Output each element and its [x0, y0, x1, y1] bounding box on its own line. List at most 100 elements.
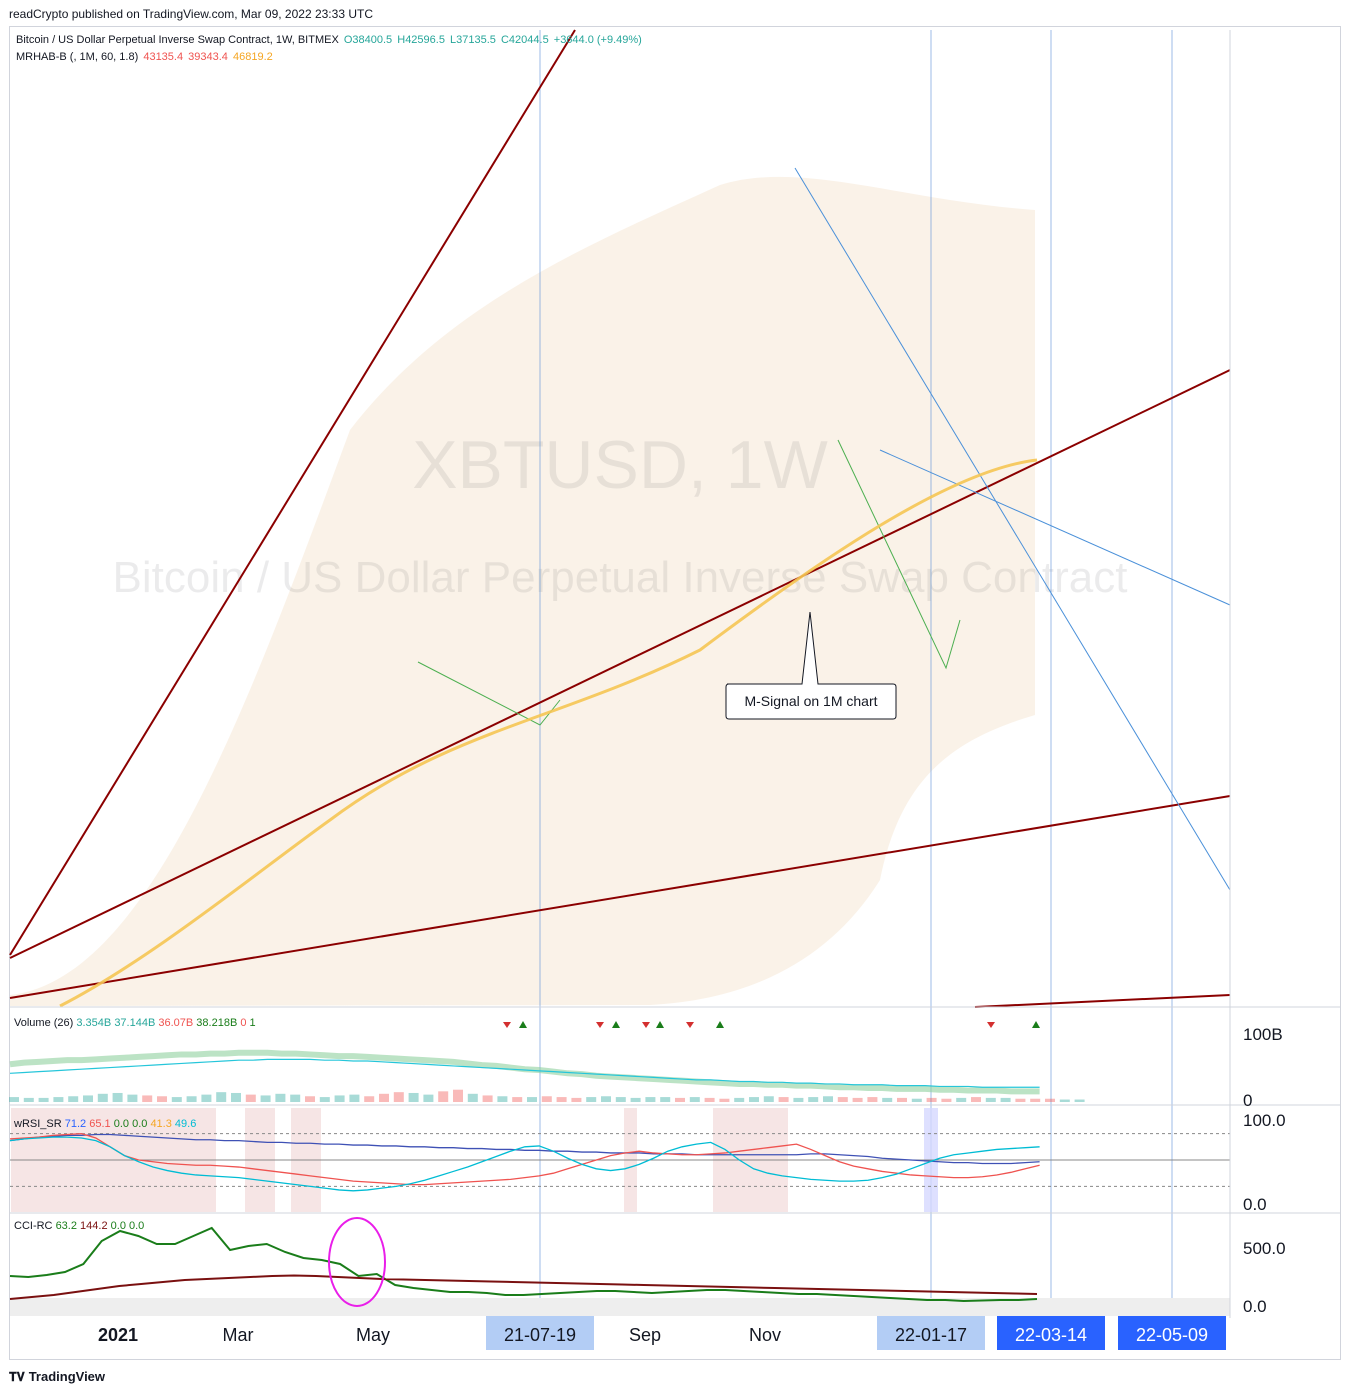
volume-bar	[956, 1097, 967, 1102]
volume-bar	[379, 1093, 389, 1102]
indicator-value-2: 39343.4	[188, 51, 228, 63]
indicator-value-3: 46819.2	[232, 51, 273, 63]
volume-value-1: 3.354B	[76, 1017, 112, 1029]
moving-average-line	[59, 458, 1038, 1008]
signal-arrow	[503, 1022, 511, 1028]
volume-bar	[467, 1093, 478, 1102]
volume-bar	[882, 1097, 893, 1102]
date-label-bg	[486, 1316, 594, 1350]
cci-name: CCI-RC	[14, 1220, 53, 1232]
volume-bar	[201, 1094, 212, 1102]
volume-value-3: 36.07B	[158, 1017, 194, 1029]
volume-bar	[837, 1097, 848, 1102]
volume-bar	[38, 1097, 49, 1102]
volume-bar	[349, 1094, 360, 1102]
time-axis[interactable]: 2021 Mar May 21-07-19 Sep Nov 22-01-17 22-03-14…	[98, 1316, 1226, 1350]
cci-baseline-band	[10, 1298, 1230, 1316]
envelope-band	[10, 176, 1035, 1006]
trendline	[9, 369, 1231, 959]
volume-bar	[157, 1096, 167, 1102]
volume-header: Volume (26) 3.354B 37.144B 36.07B 38.218…	[14, 1017, 256, 1029]
ohlc-change: +3644.0 (+9.49%)	[553, 34, 642, 46]
watermark-name: Bitcoin / US Dollar Perpetual Inverse Sw…	[113, 553, 1128, 602]
volume-bar	[453, 1089, 463, 1102]
signal-arrow	[596, 1022, 604, 1028]
highlight-circle	[328, 1217, 386, 1307]
symbol-title: Bitcoin / US Dollar Perpetual Inverse Sw…	[16, 34, 339, 46]
volume-bar	[571, 1097, 582, 1102]
volume-bar	[675, 1097, 685, 1102]
volume-bar	[852, 1097, 863, 1102]
rsi-value-6: 49.6	[174, 1118, 197, 1130]
volume-bar	[1015, 1098, 1026, 1102]
brand[interactable]: 𝐓𝐕 TradingView	[9, 1369, 105, 1385]
signal-arrow	[642, 1022, 650, 1028]
volume-bar	[719, 1098, 730, 1102]
volume-bar	[734, 1097, 745, 1102]
cci-value-4: 0.0	[129, 1220, 145, 1232]
time-tick-label: 21-07-19	[504, 1325, 576, 1345]
indicator-value-1: 43135.4	[143, 51, 184, 63]
volume-bar	[305, 1096, 315, 1102]
volume-bar	[9, 1097, 19, 1102]
volume-bar	[423, 1094, 434, 1102]
indicator-name: MRHAB-B (, 1M, 60, 1.8)	[16, 51, 139, 63]
volume-ma-line	[9, 1058, 1040, 1088]
cci-value-3: 0.0	[110, 1220, 126, 1232]
volume-name: Volume (26)	[14, 1017, 74, 1029]
trendline	[9, 29, 576, 956]
volume-bar	[778, 1097, 789, 1102]
volume-bar	[897, 1097, 907, 1102]
time-tick-label: 22-05-09	[1136, 1325, 1208, 1345]
volume-panel[interactable]	[9, 1021, 1085, 1102]
ohlc-high: H42596.5	[397, 34, 445, 46]
price-panel[interactable]: XBTUSD, 1W Bitcoin / US Dollar Perpetual …	[9, 0, 1231, 1318]
cci-panel[interactable]	[9, 1217, 1230, 1316]
channel-line	[879, 449, 1231, 606]
volume-bar	[1030, 1098, 1041, 1102]
volume-bar	[704, 1097, 715, 1102]
rsi-name: wRSI_SR	[14, 1118, 62, 1130]
time-tick-label: Sep	[629, 1325, 661, 1345]
volume-bar	[749, 1097, 759, 1102]
volume-bar	[689, 1097, 700, 1102]
chart-frame	[9, 26, 1341, 1360]
signal-arrow	[612, 1021, 620, 1028]
volume-bar	[1045, 1098, 1055, 1102]
cci-line	[9, 1226, 1038, 1303]
volume-bar	[1000, 1097, 1011, 1102]
volume-bar	[586, 1097, 597, 1102]
volume-bar	[527, 1097, 537, 1102]
volume-bar	[275, 1093, 286, 1102]
date-label-bg	[1118, 1316, 1226, 1350]
time-tick-label: Mar	[223, 1325, 254, 1345]
volume-bar	[186, 1096, 197, 1102]
signal-arrow	[656, 1021, 664, 1028]
volume-bar	[512, 1097, 523, 1102]
price-axis[interactable]: 12000.024000.052000.056000.060000.064000…	[10, 0, 1340, 1318]
volume-bar	[926, 1097, 937, 1102]
rsi-panel[interactable]	[9, 1108, 1230, 1212]
volume-bar	[645, 1097, 656, 1102]
time-tick-label: 2021	[98, 1325, 138, 1345]
volume-bar	[319, 1097, 330, 1102]
volume-bar	[364, 1096, 375, 1102]
rsi-line	[9, 1133, 1040, 1165]
volume-bar	[408, 1092, 419, 1102]
volume-bar	[231, 1092, 241, 1102]
volume-value-5: 0	[240, 1017, 247, 1029]
volume-bar	[245, 1094, 256, 1102]
time-tick-label: 22-03-14	[1015, 1325, 1087, 1345]
volume-bar	[260, 1095, 271, 1102]
volume-bar	[601, 1096, 611, 1102]
date-label-bg	[997, 1316, 1105, 1350]
ohlc-open: O38400.5	[343, 34, 393, 46]
volume-bar	[808, 1097, 819, 1102]
time-tick-label: Nov	[749, 1325, 781, 1345]
signal-arrow	[1032, 1021, 1040, 1028]
rsi-value-1: 71.2	[64, 1118, 87, 1130]
volume-bar	[630, 1097, 641, 1102]
rsi-value-3: 0.0	[113, 1118, 130, 1130]
brand-name: TradingView	[28, 1369, 106, 1384]
watermark-ticker: XBTUSD, 1W	[412, 427, 828, 503]
